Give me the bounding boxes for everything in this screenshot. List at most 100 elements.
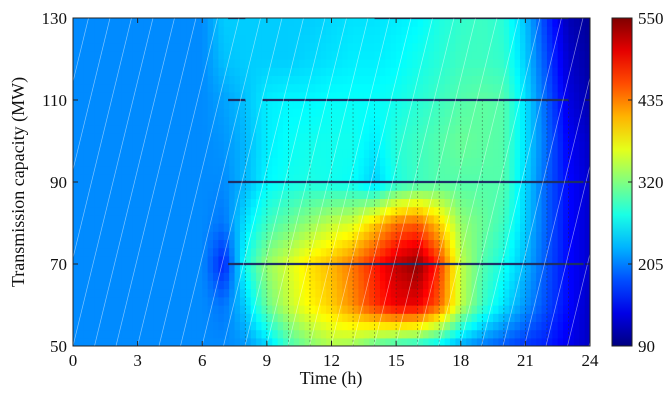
heatmap-cell bbox=[563, 18, 569, 27]
heatmap-cell bbox=[547, 272, 553, 281]
heatmap-cell bbox=[100, 26, 106, 35]
heatmap-cell bbox=[240, 67, 246, 76]
heatmap-cell bbox=[396, 313, 402, 322]
heatmap-cell bbox=[445, 272, 451, 281]
heatmap-cell bbox=[531, 338, 537, 347]
heatmap-cell bbox=[229, 18, 235, 27]
heatmap-cell bbox=[218, 330, 224, 339]
heatmap-cell bbox=[461, 18, 467, 27]
heatmap-cell bbox=[170, 149, 176, 158]
heatmap-cell bbox=[294, 149, 300, 158]
heatmap-cell bbox=[256, 264, 262, 273]
heatmap-cell bbox=[132, 248, 138, 257]
heatmap-cell bbox=[78, 182, 84, 191]
heatmap-cell bbox=[574, 108, 580, 117]
heatmap-cell bbox=[170, 59, 176, 68]
heatmap-cell bbox=[445, 67, 451, 76]
heatmap-cell bbox=[439, 313, 445, 322]
heatmap-cell bbox=[353, 280, 359, 289]
heatmap-cell bbox=[536, 157, 542, 166]
heatmap-cell bbox=[515, 215, 521, 224]
heatmap-cell bbox=[245, 198, 251, 207]
heatmap-cell bbox=[235, 34, 241, 43]
heatmap-cell bbox=[315, 330, 321, 339]
heatmap-cell bbox=[466, 280, 472, 289]
heatmap-cell bbox=[428, 67, 434, 76]
heatmap-cell bbox=[278, 34, 284, 43]
heatmap-cell bbox=[375, 166, 381, 175]
heatmap-cell bbox=[89, 67, 95, 76]
heatmap-cell bbox=[294, 272, 300, 281]
heatmap-cell bbox=[272, 330, 278, 339]
heatmap-cell bbox=[138, 223, 144, 232]
heatmap-cell bbox=[418, 43, 424, 52]
heatmap-cell bbox=[353, 18, 359, 27]
heatmap-cell bbox=[170, 166, 176, 175]
heatmap-cell bbox=[509, 18, 515, 27]
heatmap-cell bbox=[428, 166, 434, 175]
heatmap-cell bbox=[278, 67, 284, 76]
heatmap-cell bbox=[197, 223, 203, 232]
heatmap-cell bbox=[175, 125, 181, 134]
heatmap-cell bbox=[278, 239, 284, 248]
heatmap-cell bbox=[552, 338, 558, 347]
heatmap-cell bbox=[385, 157, 391, 166]
heatmap-cell bbox=[73, 297, 79, 306]
heatmap-cell bbox=[375, 182, 381, 191]
heatmap-cell bbox=[310, 264, 316, 273]
heatmap-cell bbox=[191, 330, 197, 339]
heatmap-cell bbox=[466, 272, 472, 281]
heatmap-cell bbox=[358, 231, 364, 240]
heatmap-cell bbox=[175, 215, 181, 224]
heatmap-cell bbox=[267, 84, 273, 93]
heatmap-cell bbox=[418, 108, 424, 117]
heatmap-cell bbox=[472, 67, 478, 76]
heatmap-cell bbox=[466, 182, 472, 191]
heatmap-cell bbox=[191, 51, 197, 60]
heatmap-cell bbox=[305, 84, 311, 93]
heatmap-cell bbox=[100, 338, 106, 347]
heatmap-cell bbox=[154, 313, 160, 322]
heatmap-cell bbox=[515, 141, 521, 150]
heatmap-cell bbox=[332, 198, 338, 207]
y-tick-label: 70 bbox=[50, 255, 67, 274]
heatmap-cell bbox=[321, 51, 327, 60]
heatmap-cell bbox=[428, 34, 434, 43]
heatmap-cell bbox=[568, 84, 574, 93]
heatmap-cell bbox=[181, 198, 187, 207]
heatmap-cell bbox=[235, 182, 241, 191]
heatmap-cell bbox=[504, 108, 510, 117]
heatmap-cell bbox=[402, 59, 408, 68]
heatmap-cell bbox=[197, 67, 203, 76]
heatmap-cell bbox=[261, 207, 267, 216]
heatmap-cell bbox=[358, 190, 364, 199]
heatmap-cell bbox=[568, 272, 574, 281]
heatmap-cell bbox=[218, 313, 224, 322]
heatmap-cell bbox=[558, 75, 564, 84]
heatmap-cell bbox=[165, 272, 171, 281]
heatmap-cell bbox=[213, 149, 219, 158]
x-tick-label: 24 bbox=[582, 351, 600, 370]
heatmap-cell bbox=[84, 84, 90, 93]
heatmap-cell bbox=[272, 166, 278, 175]
heatmap-cell bbox=[116, 272, 122, 281]
heatmap-cell bbox=[165, 256, 171, 265]
heatmap-cell bbox=[380, 190, 386, 199]
heatmap-cell bbox=[116, 108, 122, 117]
heatmap-cell bbox=[337, 321, 343, 330]
heatmap-cell bbox=[251, 149, 257, 158]
heatmap-cell bbox=[418, 280, 424, 289]
heatmap-cell bbox=[251, 92, 257, 101]
heatmap-cell bbox=[375, 264, 381, 273]
heatmap-cell bbox=[245, 100, 251, 109]
heatmap-cell bbox=[477, 59, 483, 68]
heatmap-cell bbox=[348, 51, 354, 60]
heatmap-cell bbox=[84, 51, 90, 60]
heatmap-cell bbox=[493, 166, 499, 175]
heatmap-cell bbox=[380, 231, 386, 240]
heatmap-cell bbox=[418, 75, 424, 84]
heatmap-cell bbox=[515, 321, 521, 330]
heatmap-cell bbox=[348, 59, 354, 68]
heatmap-cell bbox=[402, 239, 408, 248]
heatmap-cell bbox=[159, 223, 165, 232]
